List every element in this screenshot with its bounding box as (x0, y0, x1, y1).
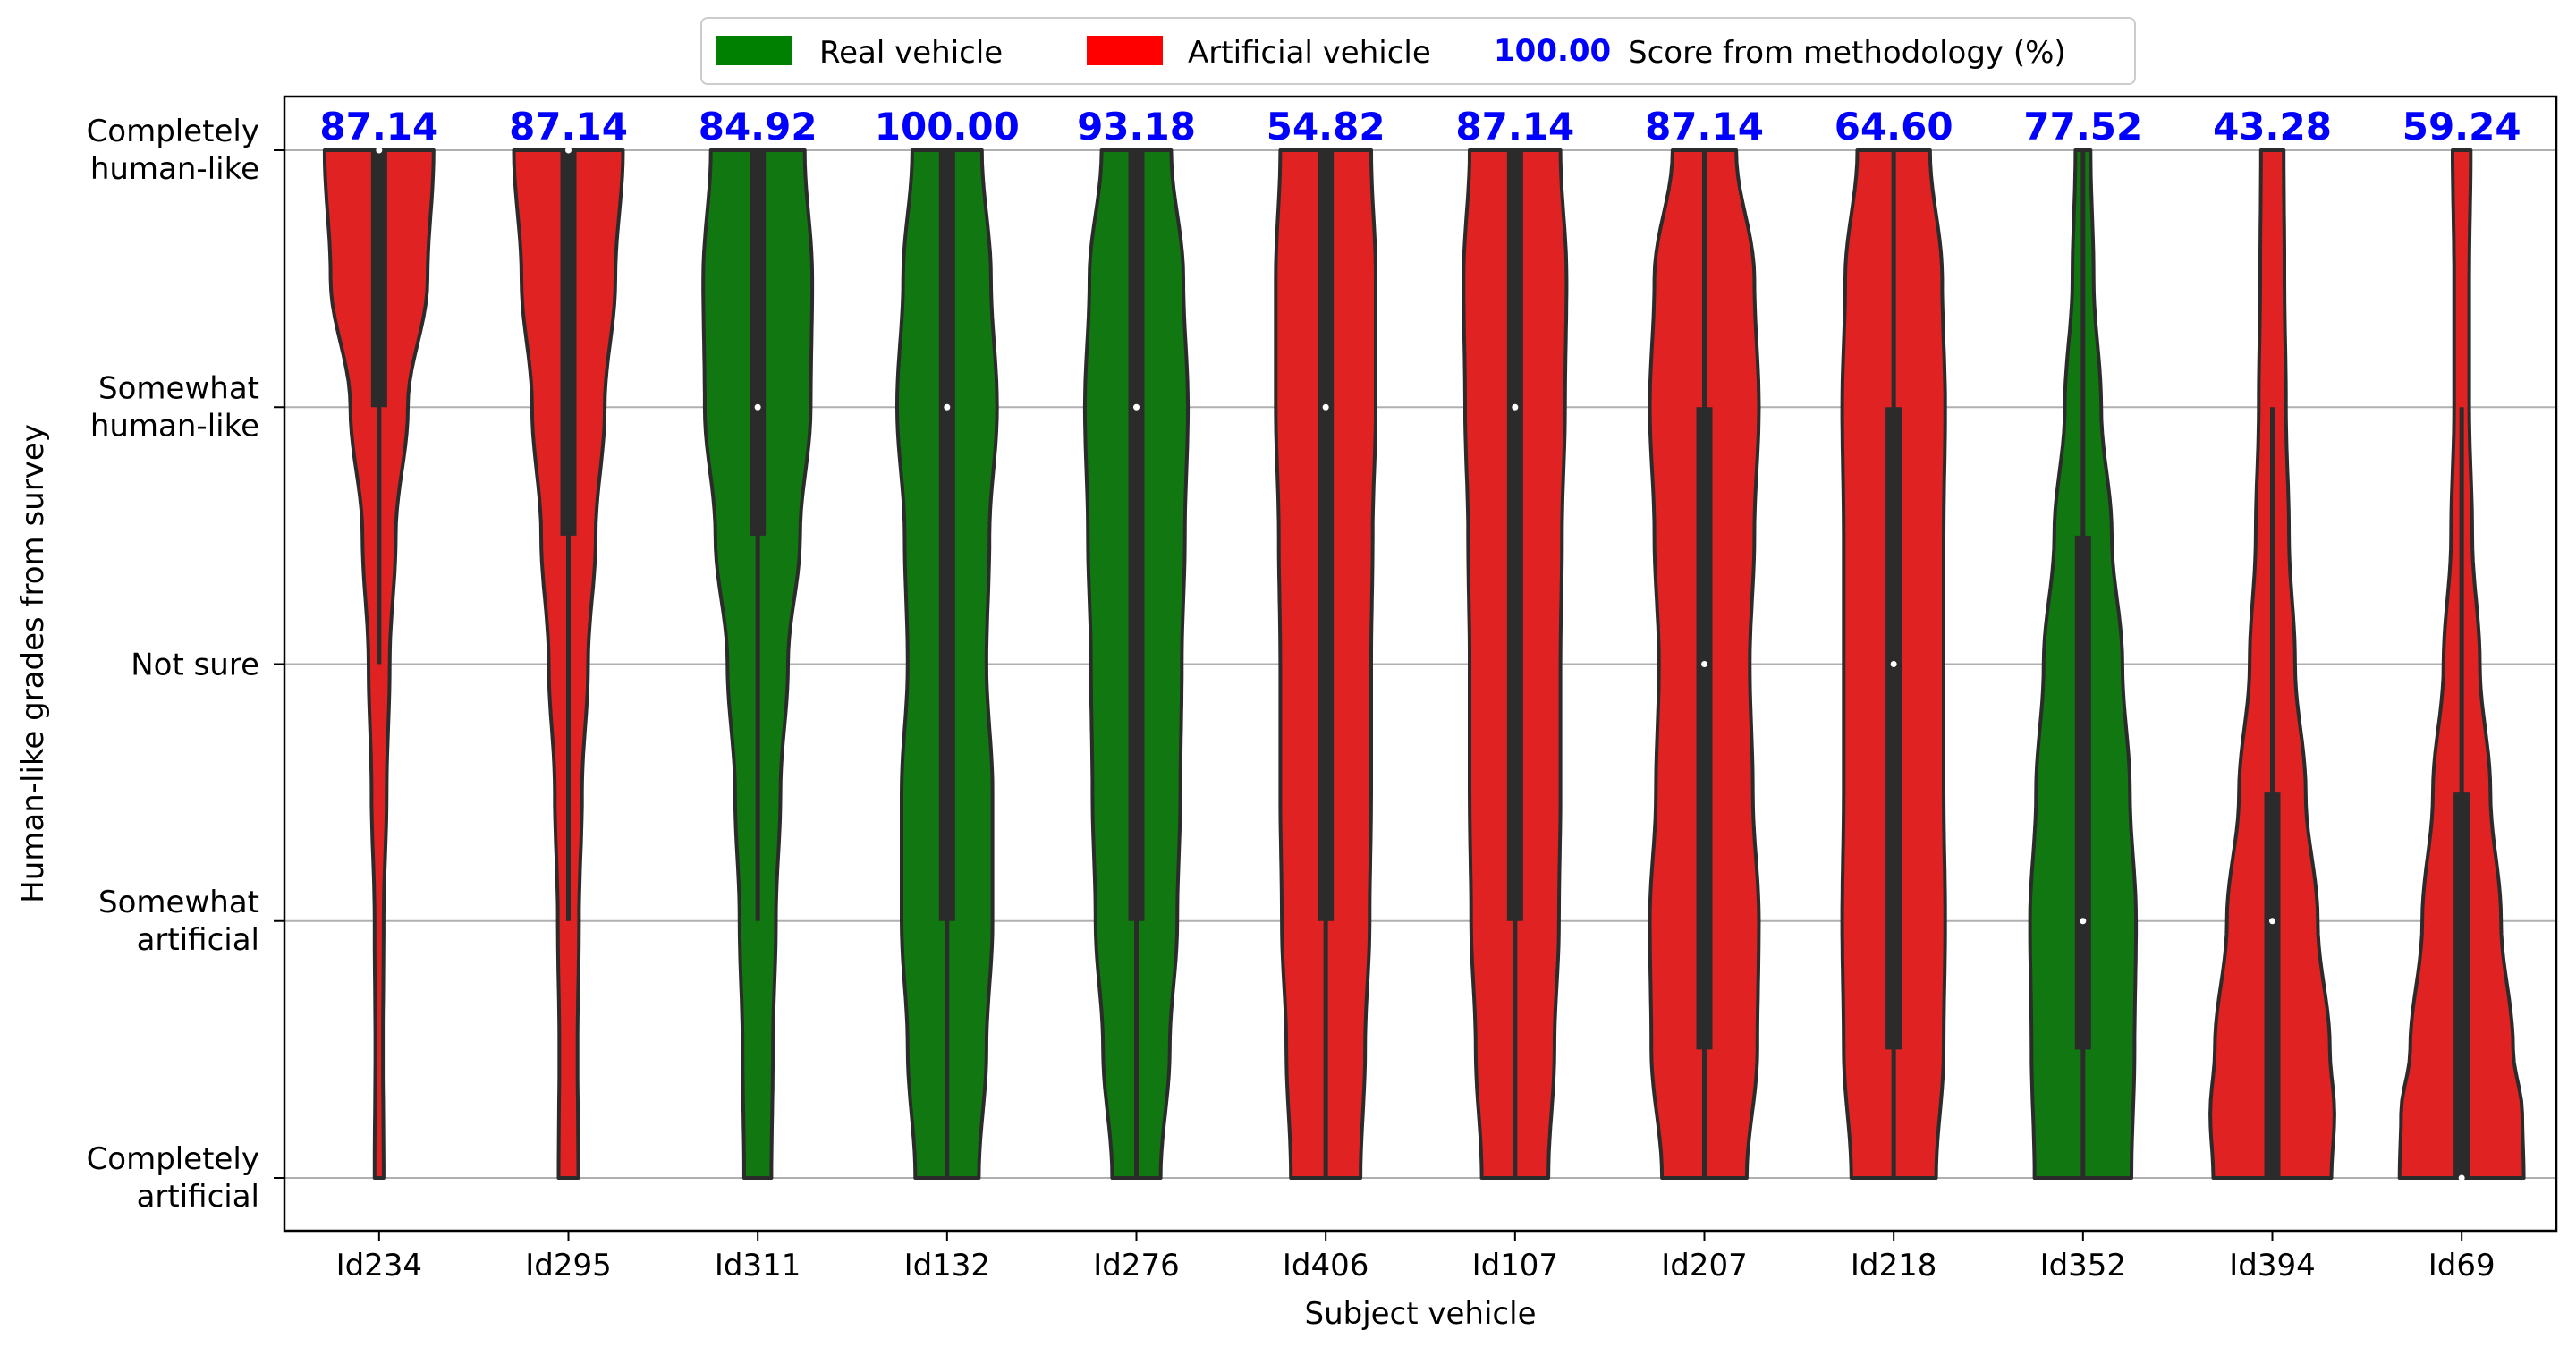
score-label: 64.60 (1835, 105, 1953, 148)
score-label: 54.82 (1267, 105, 1385, 148)
legend-score-example: 100.00 (1494, 33, 1611, 69)
score-label: 87.14 (319, 105, 438, 148)
iqr-box (1318, 150, 1335, 921)
iqr-box (1506, 150, 1523, 921)
violin-Id352 (2028, 148, 2139, 1180)
median-marker (1512, 403, 1519, 411)
x-tick-label: Id207 (1661, 1248, 1748, 1283)
iqr-box (1885, 407, 1902, 1050)
iqr-box (1696, 407, 1713, 1050)
x-tick-label: Id218 (1851, 1248, 1937, 1283)
score-labels: 87.14 87.14 84.92 100.00 93.18 54.82 87.14 87.1… (319, 105, 2521, 148)
x-tick-label: Id276 (1093, 1248, 1180, 1283)
score-label: 84.92 (699, 105, 818, 148)
median-marker (1701, 661, 1707, 667)
legend-label-real-vehicle: Real vehicle (819, 35, 1003, 71)
x-tick-label: Id311 (715, 1248, 801, 1283)
score-label: 87.14 (1455, 105, 1574, 148)
iqr-box (560, 150, 577, 536)
y-tick-label: Somewhat (98, 885, 259, 920)
y-axis-ticks: CompletelyartificialSomewhatartificialNo… (87, 114, 284, 1215)
median-marker (754, 403, 761, 411)
y-tick-label: Completely (87, 114, 259, 149)
y-axis-label: Human-like grades from survey (15, 424, 51, 903)
iqr-box (370, 150, 387, 408)
score-label: 77.52 (2023, 105, 2142, 148)
score-label: 59.24 (2402, 105, 2521, 148)
x-tick-label: Id132 (904, 1248, 991, 1283)
x-tick-label: Id352 (2040, 1248, 2127, 1283)
iqr-box (1128, 150, 1145, 921)
violin-Id107 (1462, 148, 1569, 1180)
iqr-box (938, 150, 955, 921)
violin-Id394 (2208, 148, 2336, 1180)
violin-Id218 (1840, 148, 1947, 1180)
median-marker (944, 403, 951, 411)
score-label: 87.14 (1645, 105, 1764, 148)
violin-Id406 (1274, 148, 1377, 1180)
legend: Real vehicle Artificial vehicle 100.00 S… (700, 17, 2136, 85)
violin-Id207 (1648, 148, 1761, 1180)
iqr-box (2074, 535, 2091, 1050)
violins (322, 147, 2526, 1182)
legend-box (700, 17, 2136, 85)
y-tick-label: artificial (137, 1179, 259, 1215)
x-axis-label: Subject vehicle (1304, 1296, 1536, 1332)
x-tick-label: Id69 (2428, 1248, 2496, 1283)
violin-Id295 (512, 147, 625, 1180)
legend-swatch-artificial-vehicle (1087, 36, 1163, 65)
legend-label-artificial-vehicle: Artificial vehicle (1188, 35, 1431, 71)
violin-Id69 (2397, 148, 2526, 1182)
legend-label-score: Score from methodology (%) (1628, 35, 2066, 71)
legend-swatch-real-vehicle (716, 36, 792, 65)
score-label: 100.00 (875, 105, 1020, 148)
median-marker (565, 147, 572, 154)
violin-Id132 (895, 148, 999, 1180)
violin-Id234 (322, 147, 436, 1180)
y-tick-label: Not sure (131, 648, 259, 683)
median-marker (2269, 918, 2275, 925)
y-tick-label: human-like (90, 151, 259, 187)
score-label: 43.28 (2213, 105, 2332, 148)
y-tick-label: Completely (87, 1141, 259, 1177)
violin-Id276 (1082, 148, 1191, 1180)
violin-Id311 (701, 148, 815, 1180)
score-label: 87.14 (509, 105, 628, 148)
x-tick-label: Id394 (2229, 1248, 2316, 1283)
x-axis-ticks: Id234 Id295 Id311 Id132 Id276 Id406 Id107 Id207… (336, 1231, 2496, 1283)
grid-lines (284, 149, 2556, 1179)
median-marker (1890, 661, 1897, 667)
x-tick-label: Id107 (1472, 1248, 1559, 1283)
x-tick-label: Id295 (525, 1248, 612, 1283)
x-tick-label: Id406 (1283, 1248, 1369, 1283)
iqr-box (750, 150, 767, 536)
y-tick-label: human-like (90, 408, 259, 444)
median-marker (376, 147, 383, 154)
x-tick-label: Id234 (336, 1248, 423, 1283)
median-marker (2458, 1174, 2465, 1182)
iqr-box (2264, 792, 2281, 1178)
iqr-box (2453, 792, 2470, 1178)
score-label: 93.18 (1077, 105, 1196, 148)
median-marker (1133, 403, 1140, 411)
median-marker (1322, 403, 1329, 411)
median-marker (2080, 918, 2087, 925)
y-tick-label: artificial (137, 922, 259, 958)
y-tick-label: Somewhat (98, 370, 259, 406)
